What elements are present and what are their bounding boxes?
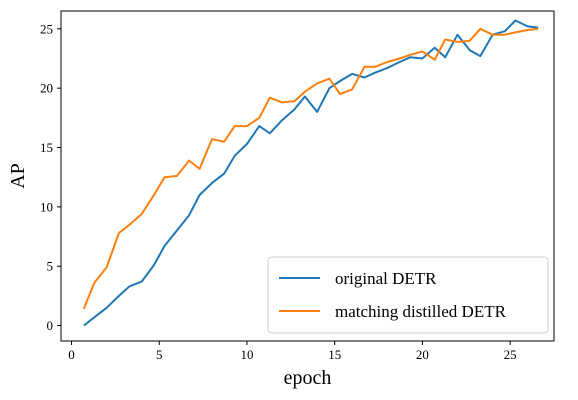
x-tick-label: 0 — [68, 347, 75, 362]
y-tick-label: 15 — [40, 140, 53, 155]
series-lines — [82, 19, 539, 327]
legend-label: matching distilled DETR — [335, 302, 507, 321]
series-line-2 — [82, 27, 539, 310]
series-line-1 — [83, 19, 539, 327]
x-tick-label: 5 — [156, 347, 163, 362]
x-axis: 0 5 10 15 20 25 — [68, 341, 517, 362]
plot-frame — [60, 10, 555, 342]
x-tick-label: 25 — [504, 347, 517, 362]
x-tick-label: 10 — [240, 347, 253, 362]
x-tick-label: 20 — [416, 347, 429, 362]
y-axis-title: AP — [7, 163, 29, 189]
y-tick-label: 0 — [47, 318, 54, 333]
y-axis: 0 5 10 15 20 25 — [40, 21, 61, 333]
legend-box — [267, 256, 549, 334]
y-tick-label: 5 — [47, 259, 54, 274]
x-tick-label: 15 — [328, 347, 341, 362]
y-tick-label: 20 — [40, 81, 53, 96]
y-tick-label: 25 — [40, 21, 53, 36]
x-axis-title: epoch — [284, 367, 332, 389]
y-tick-label: 10 — [40, 199, 53, 214]
legend-label: original DETR — [335, 269, 437, 288]
legend: original DETR matching distilled DETR — [267, 256, 549, 334]
